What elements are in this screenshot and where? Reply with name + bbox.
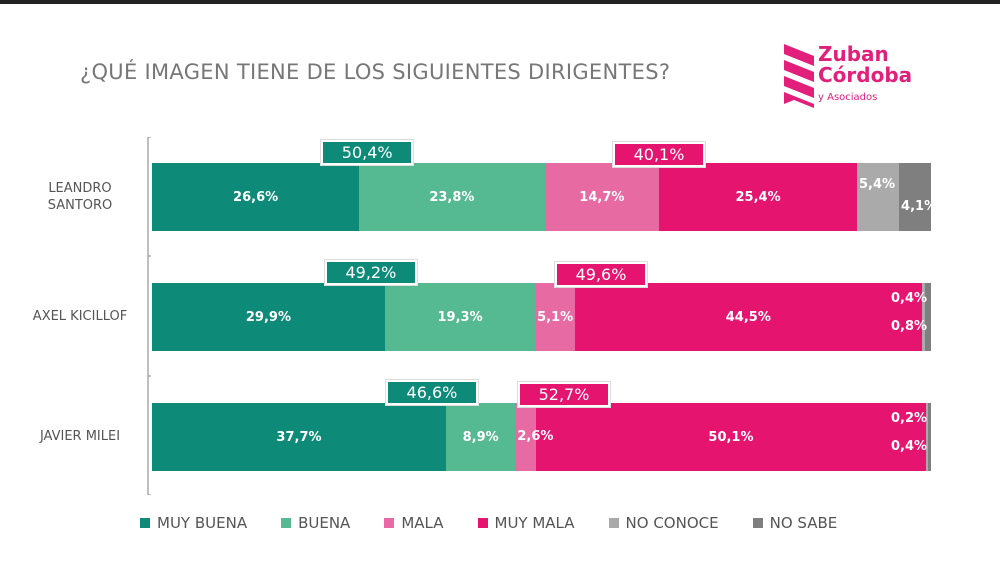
legend-swatch [477,518,488,528]
legend-swatch [140,518,150,528]
data-label: 50,1% [708,429,754,445]
bar-segment-mala [515,403,536,471]
bar-segment-buena: 8,9% [445,403,516,471]
bar-segment-no-sabe [899,163,931,231]
negative-total-box: 52,7% [518,382,610,407]
legend-label: NO SABE [769,514,838,532]
data-label: 37,7% [276,429,322,445]
data-label: 5,4% [858,177,896,192]
legend-label: NO CONOCE [625,514,719,532]
bar-segment-mala: 14,7% [544,163,660,231]
data-label: 8,9% [462,429,499,445]
legend-swatch [752,518,763,528]
legend-label: MUY BUENA [157,514,248,532]
bar-segment-buena: 23,8% [359,163,545,231]
legend-label: BUENA [298,514,351,532]
data-label: 44,5% [725,309,771,325]
bar-segment-muy-mala: 50,1% [535,403,927,471]
category-label: LEANDRO SANTORO [47,181,113,213]
logo-line1: Zuban [818,42,889,66]
legend-label: MALA [401,514,444,532]
top-bar [0,0,1000,4]
legend-label: MUY MALA [494,514,575,532]
category-label: JAVIER MILEI [39,429,121,444]
bar-segment-muy-buena: 29,9% [152,283,385,351]
data-label: 4,1% [901,199,938,214]
logo-mark-icon [784,44,814,108]
bar-segment-no-conoce [856,163,900,231]
positive-total-box: 49,2% [324,260,417,285]
bar-segment-buena: 19,3% [384,283,536,351]
data-label: 5,1% [537,309,574,325]
data-label: 29,9% [245,309,291,325]
data-label: 2,6% [517,429,554,444]
positive-total-box: 46,6% [385,380,478,405]
data-label: 25,4% [735,189,781,205]
legend-item: NO CONOCE [608,514,719,532]
legend-swatch [281,518,292,528]
data-label: 0,2% [891,411,928,426]
data-label: 19,3% [437,309,483,325]
data-label: 26,6% [233,189,279,205]
negative-total-box: 49,6% [555,262,647,287]
category-label: AXEL KICILLOF [32,309,128,324]
legend-item: MALA [384,514,444,532]
data-label: 0,4% [891,291,928,306]
legend-item: NO SABE [752,514,838,532]
data-label: 0,8% [891,319,928,334]
negative-total-box: 40,1% [613,142,705,167]
bar-segment-mala: 5,1% [535,283,575,351]
bar-segment-muy-buena: 26,6% [152,163,360,231]
logo-text: Zuban Córdoba [818,44,912,86]
legend: MUY BUENA BUENA MALA MUY MALA NO CONOCE NO SA… [140,514,871,532]
bar-segment-muy-mala: 44,5% [574,283,922,351]
legend-item: MUY BUENA [140,514,247,532]
chart-title: ¿QUÉ IMAGEN TIENE DE LOS SIGUIENTES DIRI… [80,60,671,84]
data-label: 23,8% [429,189,475,205]
logo-subtitle: y Asociados [818,92,878,103]
logo-line2: Córdoba [818,63,913,87]
positive-total-box: 50,4% [321,140,414,165]
bar-segment-no-conoce [921,283,925,351]
bar-segment-muy-mala: 25,4% [659,163,857,231]
legend-swatch [608,518,619,528]
legend-item: BUENA [281,514,350,532]
bar-segment-no-conoce [926,403,928,471]
data-label: 0,4% [891,439,928,454]
bar-segment-no-sabe [924,283,931,351]
bar-segment-no-sabe [927,403,931,471]
data-label: 14,7% [579,189,625,205]
category-axis [147,137,151,495]
legend-item: MUY MALA [477,514,575,532]
legend-swatch [384,518,395,528]
bar-segment-muy-buena: 37,7% [152,403,446,471]
